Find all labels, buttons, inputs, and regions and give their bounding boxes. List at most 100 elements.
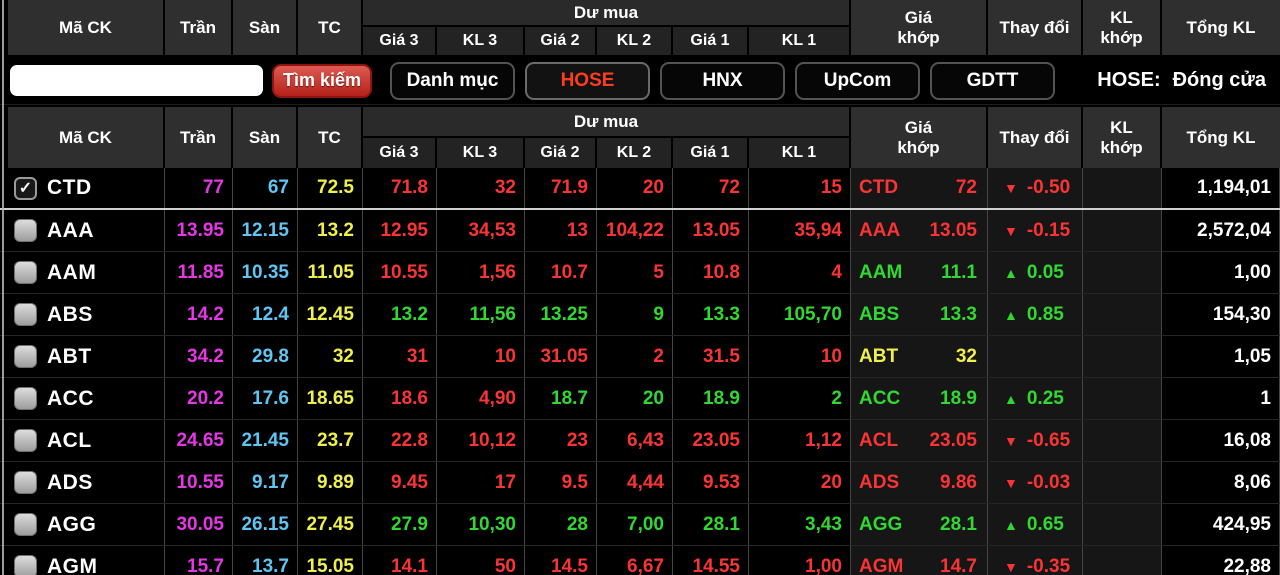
stock-symbol: ADS: [47, 470, 93, 494]
col-bid-volume-2: KL 2: [597, 27, 673, 55]
bid-price-1: 14.55: [673, 546, 749, 575]
symbol-cell: ✓ CTD: [8, 168, 165, 208]
stock-symbol: CTD: [47, 176, 92, 199]
bid-price-3: 71.8: [363, 168, 437, 208]
col-ceiling: Trần: [165, 0, 233, 55]
row-abt[interactable]: ABT 34.2 29.8 32 31 10 31.05 2 31.5 10 A…: [0, 336, 1280, 378]
change-cell: ▼ -0.50: [988, 168, 1083, 208]
change-arrow-icon: ▼: [1004, 432, 1018, 449]
row-checkbox[interactable]: [14, 261, 37, 284]
row-checkbox[interactable]: [14, 555, 37, 575]
change-value: -0.15: [1026, 219, 1071, 241]
row-acl[interactable]: ACL 24.65 21.45 23.7 22.8 10,12 23 6,43 …: [0, 420, 1280, 462]
row-ctd[interactable]: ✓ CTD 77 67 72.5 71.8 32 71.9 20 72 15 C…: [0, 168, 1280, 210]
stock-symbol: AAM: [47, 260, 97, 284]
change-value: -0.50: [1026, 177, 1071, 198]
change-value: 0.85: [1026, 303, 1064, 325]
bid-volume-2: 6,67: [597, 546, 673, 575]
bid-price-3: 31: [363, 336, 437, 377]
col-bid-volume-1: KL 1: [749, 138, 851, 168]
row-aam[interactable]: AAM 11.85 10.35 11.05 10.55 1,56 10.7 5 …: [0, 252, 1280, 294]
stock-symbol: AGM: [47, 554, 98, 575]
col-reference: TC: [298, 107, 363, 168]
row-abs[interactable]: ABS 14.2 12.4 12.45 13.2 11,56 13.25 9 1…: [0, 294, 1280, 336]
row-agm[interactable]: AGM 15.7 13.7 15.05 14.1 50 14.5 6,67 14…: [0, 546, 1280, 575]
bid-price-2: 13.25: [525, 294, 597, 335]
matched-cell: CTD 72: [851, 168, 988, 208]
matched-cell: ACC 18.9: [851, 378, 988, 419]
bid-volume-1: 20: [749, 462, 851, 503]
floor-price: 26.15: [233, 504, 298, 545]
row-checkbox[interactable]: [14, 387, 37, 410]
bid-price-3: 10.55: [363, 252, 437, 293]
bid-price-3: 27.9: [363, 504, 437, 545]
reference-price: 9.89: [298, 462, 363, 503]
tab-gdtt[interactable]: GDTT: [930, 61, 1055, 100]
col-symbol: Mã CK: [8, 0, 165, 55]
bid-volume-2: 5: [597, 252, 673, 293]
bid-price-1: 28.1: [673, 504, 749, 545]
row-agg[interactable]: AGG 30.05 26.15 27.45 27.9 10,30 28 7,00…: [0, 504, 1280, 546]
bid-volume-1: 105,70: [749, 294, 851, 335]
market-status: HOSE: Đóng cửa: [1097, 69, 1280, 92]
reference-price: 72.5: [298, 168, 363, 208]
row-checkbox[interactable]: ✓: [14, 176, 37, 200]
matched-price: 11.1: [941, 261, 977, 283]
bid-price-2: 23: [525, 420, 597, 461]
bid-volume-1: 2: [749, 378, 851, 419]
ceiling-price: 24.65: [165, 420, 233, 461]
bid-volume-3: 10,30: [437, 504, 525, 545]
matched-volume: [1083, 462, 1162, 503]
tab-hnx[interactable]: HNX: [660, 61, 785, 100]
bid-price-3: 9.45: [363, 462, 437, 503]
board-header-top: Mã CK Trần Sàn TC Dư mua Giá khớp Thay đ…: [0, 0, 1280, 57]
col-reference: TC: [298, 0, 363, 55]
stock-symbol: AGG: [47, 512, 97, 536]
search-button[interactable]: Tìm kiếm: [272, 63, 372, 98]
total-volume: 1,05: [1162, 336, 1280, 377]
tab-danh-muc[interactable]: Danh mục: [390, 61, 515, 100]
ceiling-price: 77: [165, 168, 233, 208]
symbol-cell: AAA: [8, 210, 165, 251]
row-checkbox[interactable]: [14, 513, 37, 536]
matched-symbol: AGM: [859, 555, 904, 575]
floor-price: 9.17: [233, 462, 298, 503]
stock-symbol: AAA: [47, 218, 94, 242]
col-bid-volume-1: KL 1: [749, 27, 851, 55]
col-bid-price-1: Giá 1: [673, 27, 749, 55]
row-checkbox[interactable]: [14, 219, 37, 242]
row-checkbox[interactable]: [14, 345, 37, 368]
change-arrow-icon: ▼: [1004, 558, 1018, 575]
row-aaa[interactable]: AAA 13.95 12.15 13.2 12.95 34,53 13 104,…: [0, 210, 1280, 252]
matched-volume: [1083, 504, 1162, 545]
matched-cell: ABT 32: [851, 336, 988, 377]
change-cell: ▲ 0.65: [988, 504, 1083, 545]
left-border-line: [2, 0, 4, 575]
matched-symbol: AAA: [859, 219, 901, 241]
bid-price-2: 9.5: [525, 462, 597, 503]
bid-volume-3: 32: [437, 168, 525, 208]
row-ads[interactable]: ADS 10.55 9.17 9.89 9.45 17 9.5 4,44 9.5…: [0, 462, 1280, 504]
col-bid-price-3: Giá 3: [363, 27, 437, 55]
col-bid-price-2: Giá 2: [525, 138, 597, 168]
matched-volume: [1083, 546, 1162, 575]
total-volume: 154,30: [1162, 294, 1280, 335]
row-acc[interactable]: ACC 20.2 17.6 18.65 18.6 4,90 18.7 20 18…: [0, 378, 1280, 420]
tab-upcom[interactable]: UpCom: [795, 61, 920, 100]
col-matched-volume: KL khớp: [1083, 107, 1162, 168]
ceiling-price: 13.95: [165, 210, 233, 251]
reference-price: 23.7: [298, 420, 363, 461]
col-bid-price-3: Giá 3: [363, 138, 437, 168]
bid-price-3: 13.2: [363, 294, 437, 335]
row-checkbox[interactable]: [14, 303, 37, 326]
row-checkbox[interactable]: [14, 471, 37, 494]
row-checkbox[interactable]: [14, 429, 37, 452]
search-input[interactable]: [10, 65, 263, 96]
floor-price: 12.15: [233, 210, 298, 251]
col-total-volume: Tổng KL: [1162, 107, 1280, 168]
matched-cell: ADS 9.86: [851, 462, 988, 503]
tab-hose[interactable]: HOSE: [525, 61, 650, 100]
matched-cell: AGG 28.1: [851, 504, 988, 545]
bid-volume-3: 10,12: [437, 420, 525, 461]
matched-volume: [1083, 168, 1162, 208]
